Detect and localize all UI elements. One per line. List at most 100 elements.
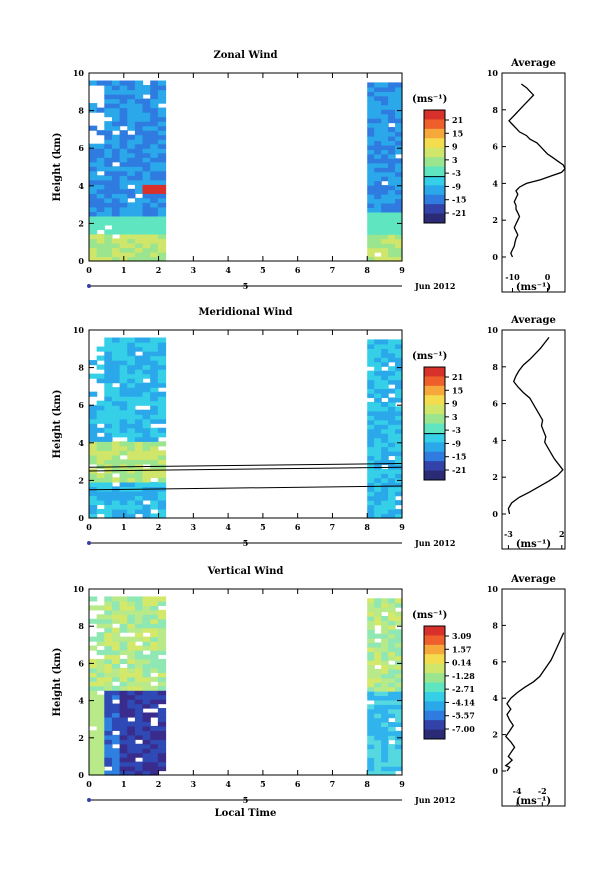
heatmap-cell [104, 504, 113, 510]
heatmap-cell [150, 409, 159, 415]
heatmap-cell [395, 646, 403, 652]
heatmap-cell [104, 387, 113, 393]
heatmap-cell [111, 605, 121, 611]
heatmap-cell [119, 721, 128, 727]
heatmap-cell [89, 450, 98, 456]
heatmap-cell [374, 770, 382, 776]
heatmap-cell [157, 184, 167, 190]
profile-y-tick-label: 6 [492, 142, 498, 152]
heatmap-cell [381, 437, 389, 443]
heatmap-cell [134, 364, 144, 370]
heatmap-cell [142, 667, 151, 673]
heatmap-cell [142, 188, 151, 194]
heatmap-cell [127, 676, 136, 682]
heatmap-cell [388, 82, 396, 88]
heatmap-cell [96, 247, 105, 253]
colorbar-tick-label: 3 [452, 412, 458, 422]
heatmap-cell [119, 373, 128, 379]
heatmap-cell [374, 726, 382, 732]
heatmap-cell [89, 206, 98, 212]
heatmap-cell [104, 206, 113, 212]
heatmap-cell [157, 409, 167, 415]
heatmap-cell [388, 491, 396, 497]
heatmap-cell [367, 91, 375, 97]
heatmap-cell [388, 624, 396, 630]
heatmap-cell [104, 432, 113, 438]
heatmap-cell [96, 197, 105, 203]
heatmap-cell [89, 427, 98, 433]
heatmap-cell [142, 636, 151, 642]
heatmap-cell [89, 193, 98, 199]
heatmap-cell [104, 450, 113, 456]
heatmap-cell [89, 409, 98, 415]
heatmap-cell [134, 387, 144, 393]
heatmap-cell [142, 251, 151, 258]
heatmap-cell [142, 89, 151, 95]
heatmap-cell [104, 748, 113, 754]
heatmap-cell [104, 632, 113, 638]
heatmap-cell [142, 645, 151, 651]
date-label: Jun 2012 [414, 281, 455, 291]
heatmap-cell [111, 170, 121, 176]
heatmap-cell [111, 770, 121, 776]
heatmap-cell [388, 629, 396, 635]
heatmap-cell [111, 80, 121, 86]
heatmap-cell [104, 734, 113, 740]
heatmap-cell [395, 446, 403, 452]
heatmap-cell [104, 175, 113, 181]
heatmap-cell [150, 427, 159, 433]
y-tick-label: 8 [78, 621, 84, 631]
heatmap-cell [119, 667, 128, 673]
heatmap-cell [142, 184, 151, 190]
heatmap-cell [150, 405, 159, 411]
heatmap-cell [127, 481, 136, 488]
heatmap-cell [89, 202, 98, 208]
heatmap-cell [142, 703, 151, 709]
heatmap-cell [157, 699, 167, 705]
heatmap-cell [127, 472, 136, 478]
heatmap-cell [96, 672, 105, 678]
y-tick-label: 4 [78, 696, 84, 706]
heatmap-cell [142, 382, 151, 388]
heatmap-cell [367, 611, 375, 617]
heatmap-cell [381, 392, 389, 399]
heatmap-cell [119, 94, 128, 100]
heatmap-cell [388, 655, 396, 661]
heatmap-cell [142, 694, 151, 700]
heatmap-cell [374, 384, 382, 390]
heatmap-cell [111, 139, 121, 145]
heatmap-cell [134, 233, 144, 240]
heatmap-cell [395, 122, 403, 128]
heatmap-cell [134, 734, 144, 740]
profile-title: Average [510, 574, 556, 585]
heatmap-cell [104, 499, 113, 506]
heatmap-cell [367, 415, 375, 421]
heatmap-cell [96, 752, 105, 758]
heatmap-cell [374, 113, 382, 119]
colorbar-tick-label: 9 [452, 399, 458, 409]
heatmap-cell [127, 166, 136, 172]
heatmap-cell [134, 94, 144, 100]
heatmap-cell [395, 216, 403, 222]
heatmap-cell [142, 247, 151, 253]
heatmap-cell [150, 355, 159, 361]
heatmap-cell [134, 600, 144, 606]
heatmap-cell [367, 704, 375, 710]
heatmap-cell [395, 686, 403, 692]
heatmap-cell [119, 596, 128, 602]
heatmap-cell [142, 107, 151, 113]
heatmap-cell [395, 433, 403, 439]
heatmap-cell [367, 238, 375, 244]
heatmap-cell [142, 125, 151, 131]
heatmap-cell [96, 166, 105, 172]
heatmap-cell [96, 148, 105, 154]
heatmap-cell [89, 459, 98, 465]
heatmap-cell [157, 175, 167, 181]
heatmap-cell [157, 405, 167, 411]
heatmap-cell [367, 691, 375, 697]
heatmap-cell [374, 748, 382, 754]
heatmap-cell [367, 695, 375, 701]
heatmap-cell [104, 161, 113, 167]
heatmap-cell [142, 495, 151, 501]
colorbar-tick-label: -21 [452, 465, 466, 475]
